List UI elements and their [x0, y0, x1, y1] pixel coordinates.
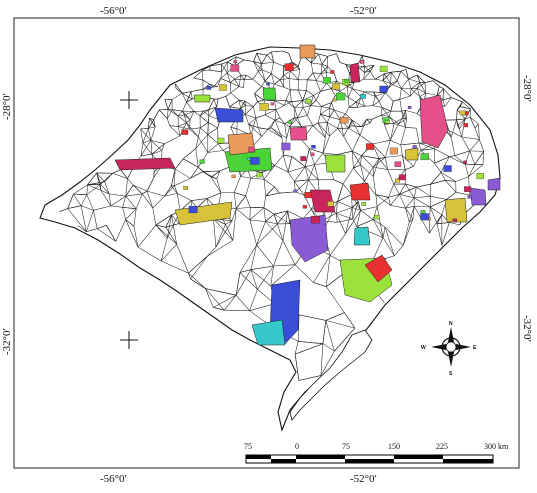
- highlighted-municipality-small: [390, 148, 398, 154]
- highlighted-municipality-small: [360, 60, 364, 63]
- highlighted-municipality-small: [333, 99, 336, 102]
- highlighted-municipality-small: [421, 214, 429, 221]
- highlighted-municipality: [290, 127, 307, 140]
- highlighted-municipality-small: [311, 216, 320, 223]
- highlighted-municipality: [354, 227, 370, 245]
- highlighted-municipality: [300, 45, 315, 58]
- highlighted-municipality-small: [464, 187, 471, 192]
- highlighted-municipality-small: [260, 103, 269, 110]
- highlighted-municipality: [215, 108, 243, 122]
- highlighted-municipality-small: [288, 121, 291, 124]
- highlighted-municipality-small: [340, 117, 348, 123]
- compass-n: N: [449, 321, 453, 327]
- highlighted-municipality-small: [250, 157, 259, 164]
- highlighted-municipality-small: [234, 60, 237, 63]
- lon-label-bottom-east: -52°0′: [350, 473, 377, 485]
- scale-label-75: 75: [342, 442, 350, 451]
- highlighted-municipality-small: [271, 103, 274, 105]
- highlighted-municipality-small: [305, 192, 312, 198]
- scale-label-0: 0: [295, 442, 299, 451]
- highlighted-municipality-small: [395, 162, 401, 167]
- highlighted-municipality-small: [311, 153, 315, 156]
- scale-label-300: 300 km: [484, 442, 509, 451]
- highlighted-municipality-small: [468, 195, 472, 198]
- lon-label-top-west: -56°0′: [100, 5, 127, 17]
- highlighted-municipality: [115, 158, 175, 170]
- highlighted-municipality-small: [200, 160, 205, 164]
- highlighted-municipality-small: [464, 123, 468, 127]
- highlighted-municipality-small: [189, 206, 198, 213]
- highlighted-municipality-small: [332, 83, 340, 89]
- highlighted-municipality-small: [285, 64, 294, 71]
- highlighted-municipality-small: [294, 190, 297, 193]
- lon-label-top-east: -52°0′: [350, 5, 377, 17]
- lat-label-left-north: -28°0′: [1, 93, 13, 120]
- scale-label-75-left: 75: [244, 442, 252, 451]
- highlighted-municipality: [445, 198, 467, 222]
- highlighted-municipality-small: [380, 66, 387, 72]
- compass-w: W: [421, 345, 426, 351]
- highlighted-municipality-small: [323, 77, 330, 83]
- highlighted-municipality-small: [460, 111, 465, 115]
- highlighted-municipality-small: [345, 79, 349, 82]
- highlighted-municipality-small: [231, 65, 239, 72]
- highlighted-municipality-small: [249, 147, 255, 152]
- highlighted-municipality-small: [312, 145, 316, 148]
- lat-label-right-north: -28°0′: [521, 75, 533, 102]
- scale-label-225: 225: [436, 442, 448, 451]
- highlighted-municipality-small: [182, 130, 188, 135]
- highlighted-municipality: [194, 95, 210, 102]
- highlighted-municipality-small: [183, 186, 187, 189]
- highlighted-municipality-small: [385, 120, 389, 123]
- lat-label-right-south: -32°0′: [521, 315, 533, 342]
- highlighted-municipality-small: [306, 99, 311, 103]
- highlighted-municipality-small: [282, 143, 291, 150]
- highlighted-municipality-small: [413, 145, 417, 148]
- scale-label-150: 150: [388, 442, 400, 451]
- lon-label-bottom-west: -56°0′: [100, 473, 127, 485]
- highlighted-municipality: [263, 88, 276, 100]
- lat-label-left-south: -32°0′: [1, 328, 13, 355]
- highlighted-municipality: [350, 63, 360, 82]
- highlighted-municipality-small: [328, 201, 334, 206]
- highlighted-municipality-small: [444, 166, 452, 172]
- highlighted-municipality-small: [219, 85, 227, 91]
- highlighted-municipality-small: [301, 156, 307, 160]
- highlighted-municipality-small: [380, 86, 388, 92]
- highlighted-municipality-small: [477, 173, 484, 179]
- highlighted-municipality-small: [464, 161, 467, 164]
- highlighted-municipality-small: [207, 86, 211, 89]
- highlighted-municipality-small: [362, 202, 366, 205]
- highlighted-municipality: [325, 155, 345, 172]
- highlighted-municipality-small: [360, 94, 365, 98]
- highlighted-municipality-small: [267, 83, 270, 85]
- highlighted-municipality: [350, 183, 370, 200]
- highlighted-municipality-small: [303, 205, 307, 208]
- highlighted-municipality-small: [374, 215, 379, 219]
- highlighted-municipality-small: [331, 70, 335, 73]
- highlighted-municipality-small: [336, 93, 345, 100]
- highlighted-municipality-small: [366, 144, 374, 150]
- highlighted-municipality-small: [399, 175, 406, 180]
- highlighted-municipality: [405, 148, 418, 160]
- highlighted-municipality-small: [408, 106, 411, 109]
- highlighted-municipality: [470, 188, 486, 205]
- highlighted-municipality: [488, 178, 500, 190]
- highlighted-municipality-small: [257, 173, 263, 177]
- highlighted-municipality-small: [453, 219, 457, 222]
- highlighted-municipality-small: [232, 175, 236, 178]
- highlighted-municipality-small: [421, 154, 429, 160]
- highlighted-municipality-small: [217, 138, 224, 143]
